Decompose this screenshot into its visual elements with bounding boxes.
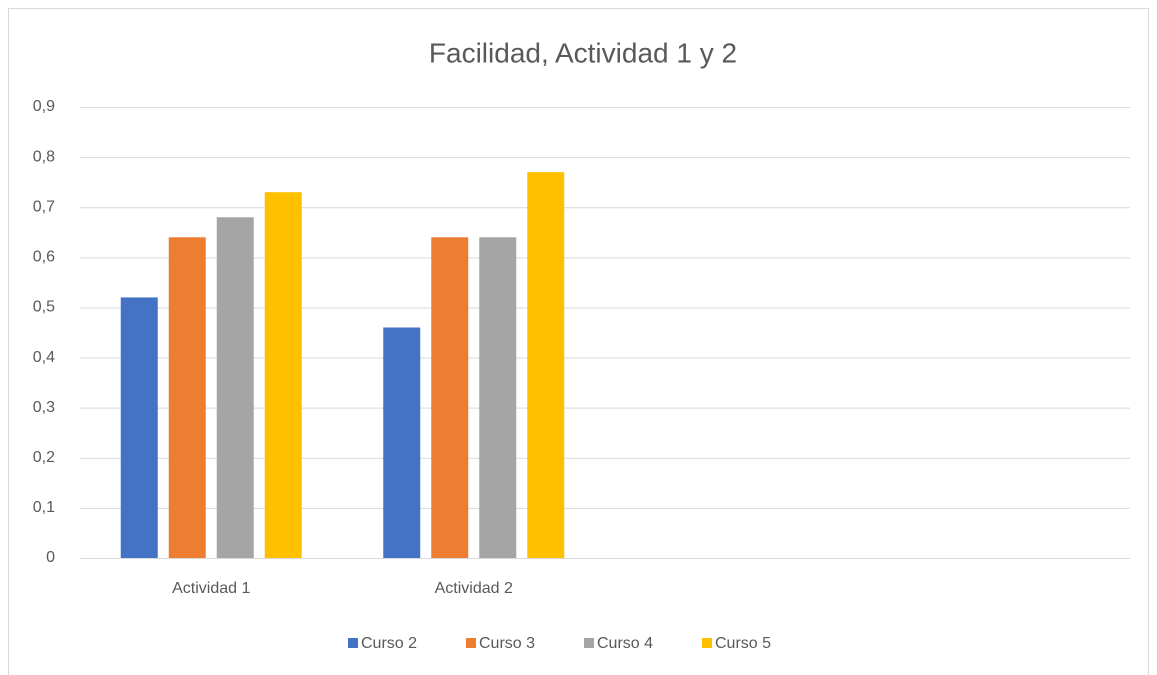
bar [216,217,254,558]
y-tick-label: 0,6 [33,249,55,266]
legend-swatch [702,638,712,648]
y-tick-label: 0,2 [33,449,55,466]
bar [120,297,158,558]
y-tick-label: 0,7 [33,198,55,215]
bar [264,192,302,558]
y-tick-label: 0,1 [33,499,55,516]
y-tick-label: 0,3 [33,399,55,416]
x-tick-label: Actividad 1 [172,580,250,597]
y-tick-label: 0,9 [33,98,55,115]
bar [431,237,469,559]
bar [479,237,517,559]
legend-swatch [466,638,476,648]
y-tick-label: 0,8 [33,148,55,165]
legend-label: Curso 3 [479,635,535,652]
legend-label: Curso 4 [597,635,653,652]
bar [527,172,565,558]
y-tick-label: 0,4 [33,349,55,366]
legend-swatch [584,638,594,648]
legend-label: Curso 5 [715,635,771,652]
legend-swatch [348,638,358,648]
bar [168,237,206,559]
chart-title: Facilidad, Actividad 1 y 2 [429,37,737,68]
y-tick-label: 0 [46,549,55,566]
bar [383,327,421,558]
legend-label: Curso 2 [361,635,417,652]
y-tick-label: 0,5 [33,299,55,316]
x-tick-label: Actividad 2 [435,580,513,597]
